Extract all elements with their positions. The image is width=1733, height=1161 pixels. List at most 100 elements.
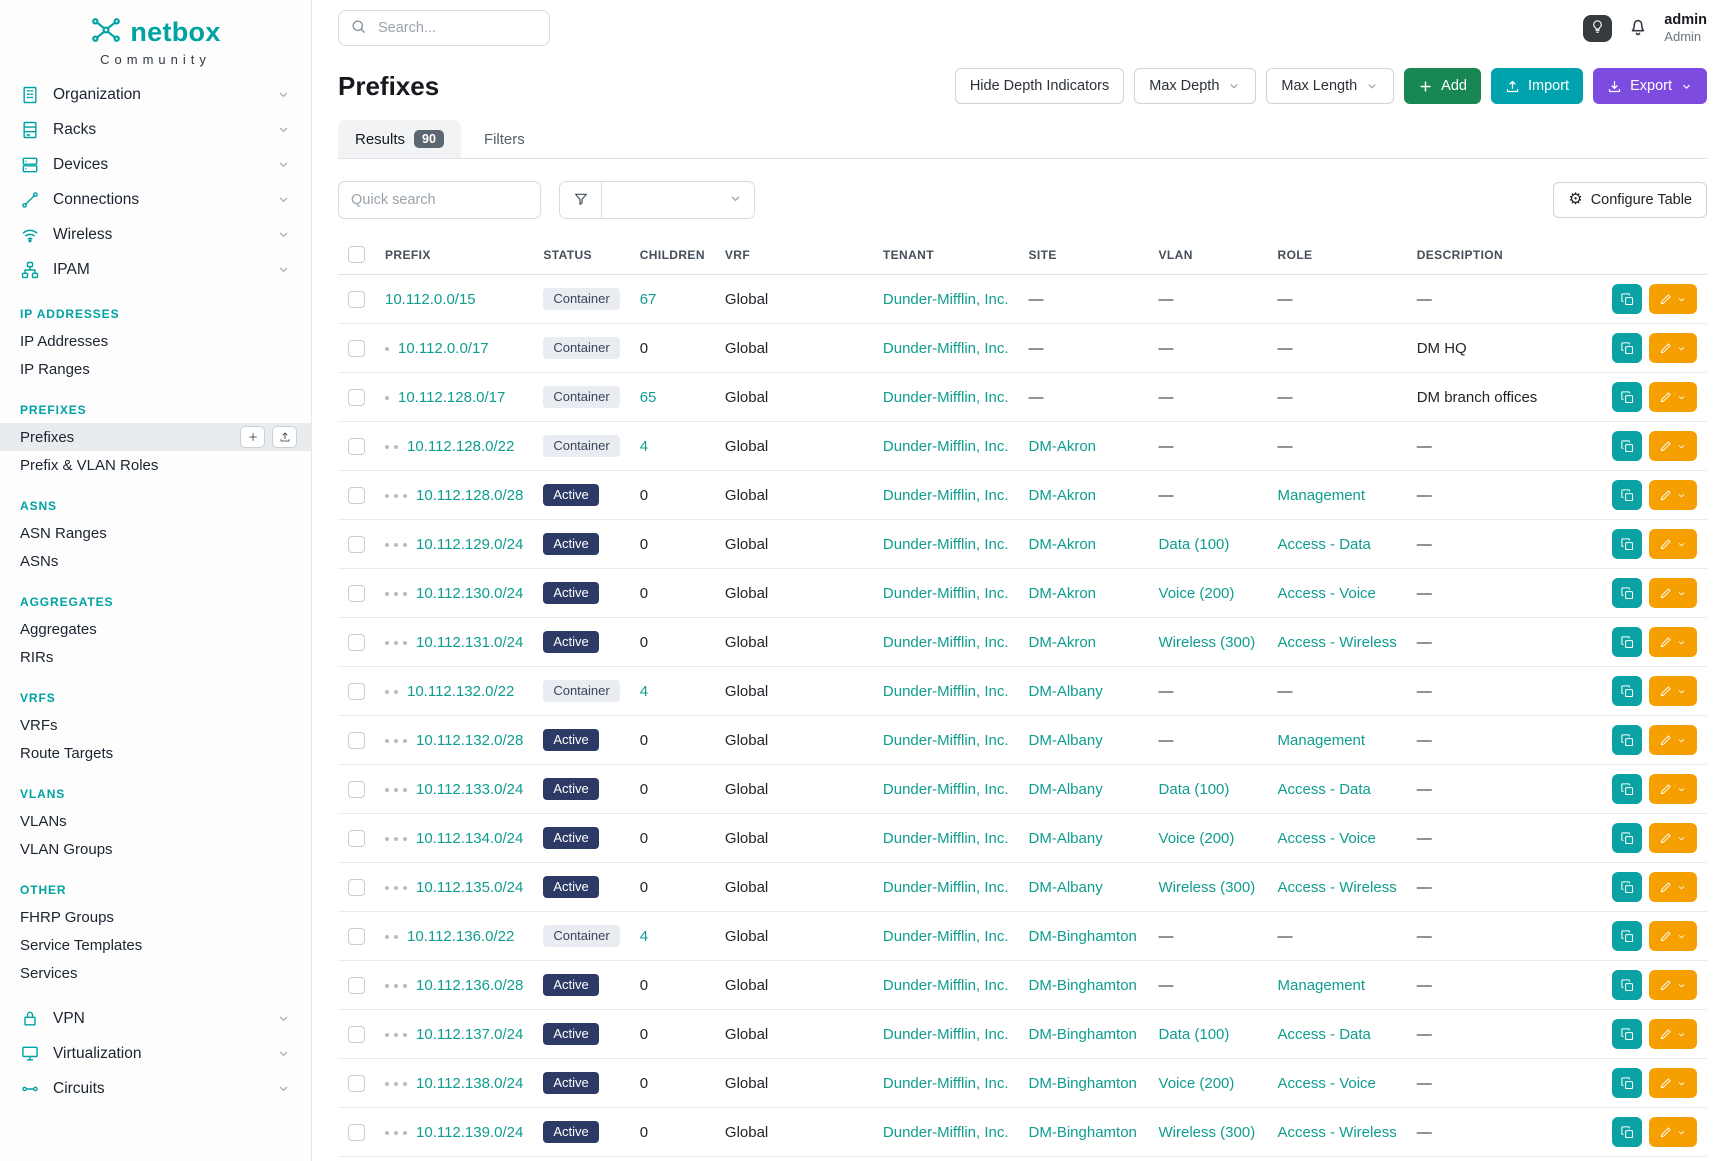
edit-button[interactable] (1649, 480, 1697, 510)
sidebar-item-organization[interactable]: Organization (0, 77, 311, 112)
site-link[interactable]: DM-Binghamton (1028, 1025, 1137, 1043)
row-checkbox[interactable] (348, 486, 365, 504)
column-header-children[interactable]: CHILDREN (629, 235, 715, 275)
site-link[interactable]: DM-Albany (1028, 682, 1103, 700)
export-button[interactable]: Export (1593, 68, 1707, 104)
clone-button[interactable] (1612, 627, 1642, 657)
prefix-link[interactable]: 10.112.136.0/22 (407, 927, 515, 945)
prefix-link[interactable]: 10.112.139.0/24 (416, 1123, 524, 1141)
row-checkbox[interactable] (348, 780, 365, 798)
edit-button[interactable] (1649, 823, 1697, 853)
role-link[interactable]: Management (1277, 976, 1366, 994)
prefix-link[interactable]: 10.112.128.0/22 (407, 437, 515, 455)
prefix-link[interactable]: 10.112.132.0/22 (407, 682, 515, 700)
user-menu[interactable]: admin Admin (1664, 11, 1707, 45)
vlan-link[interactable]: Wireless (300) (1158, 878, 1256, 896)
row-checkbox[interactable] (348, 437, 365, 455)
edit-button[interactable] (1649, 970, 1697, 1000)
sidebar-item-racks[interactable]: Racks (0, 112, 311, 147)
edit-button[interactable] (1649, 382, 1697, 412)
row-checkbox[interactable] (348, 1025, 365, 1043)
clone-button[interactable] (1612, 774, 1642, 804)
vlan-link[interactable]: Voice (200) (1158, 1074, 1235, 1092)
max-depth-button[interactable]: Max Depth (1134, 68, 1257, 104)
row-checkbox[interactable] (348, 682, 365, 700)
prefix-link[interactable]: 10.112.132.0/28 (416, 731, 524, 749)
role-link[interactable]: Access - Wireless (1277, 1123, 1397, 1141)
vlan-link[interactable]: Wireless (300) (1158, 633, 1256, 651)
edit-button[interactable] (1649, 529, 1697, 559)
prefix-link[interactable]: 10.112.137.0/24 (416, 1025, 524, 1043)
saved-filter-select[interactable] (602, 182, 754, 218)
clone-button[interactable] (1612, 921, 1642, 951)
tenant-link[interactable]: Dunder-Mifflin, Inc. (882, 437, 1009, 455)
children-link[interactable]: 4 (639, 437, 649, 455)
clone-button[interactable] (1612, 823, 1642, 853)
add-button[interactable]: Add (1404, 68, 1481, 104)
children-link[interactable]: 4 (639, 927, 649, 945)
edit-button[interactable] (1649, 578, 1697, 608)
clone-button[interactable] (1612, 529, 1642, 559)
row-checkbox[interactable] (348, 633, 365, 651)
tenant-link[interactable]: Dunder-Mifflin, Inc. (882, 780, 1009, 798)
tenant-link[interactable]: Dunder-Mifflin, Inc. (882, 535, 1009, 553)
tenant-link[interactable]: Dunder-Mifflin, Inc. (882, 339, 1009, 357)
sidebar-item-prefixes[interactable]: Prefixes (0, 423, 311, 451)
sidebar-import-button[interactable] (272, 426, 297, 448)
tenant-link[interactable]: Dunder-Mifflin, Inc. (882, 731, 1009, 749)
role-link[interactable]: Management (1277, 486, 1366, 504)
vlan-link[interactable]: Wireless (300) (1158, 1123, 1256, 1141)
sidebar-item-rirs[interactable]: RIRs (0, 643, 311, 671)
row-checkbox[interactable] (348, 584, 365, 602)
tenant-link[interactable]: Dunder-Mifflin, Inc. (882, 1123, 1009, 1141)
edit-button[interactable] (1649, 431, 1697, 461)
role-link[interactable]: Access - Wireless (1277, 633, 1397, 651)
prefix-link[interactable]: 10.112.128.0/28 (416, 486, 524, 504)
tenant-link[interactable]: Dunder-Mifflin, Inc. (882, 976, 1009, 994)
prefix-link[interactable]: 10.112.138.0/24 (416, 1074, 524, 1092)
column-header-role[interactable]: ROLE (1267, 235, 1407, 275)
tenant-link[interactable]: Dunder-Mifflin, Inc. (882, 927, 1009, 945)
prefix-link[interactable]: 10.112.129.0/24 (416, 535, 524, 553)
sidebar-item-ipam[interactable]: IPAM (0, 252, 311, 287)
column-header-tenant[interactable]: TENANT (872, 235, 1019, 275)
clone-button[interactable] (1612, 333, 1642, 363)
site-link[interactable]: DM-Albany (1028, 829, 1103, 847)
clone-button[interactable] (1612, 872, 1642, 902)
quick-search-input[interactable] (338, 181, 541, 219)
row-checkbox[interactable] (348, 731, 365, 749)
max-length-button[interactable]: Max Length (1266, 68, 1395, 104)
role-link[interactable]: Access - Wireless (1277, 878, 1397, 896)
sidebar-item-vpn[interactable]: VPN (0, 1001, 311, 1036)
edit-button[interactable] (1649, 676, 1697, 706)
sidebar-item-aggregates[interactable]: Aggregates (0, 615, 311, 643)
clone-button[interactable] (1612, 970, 1642, 1000)
row-checkbox[interactable] (348, 535, 365, 553)
sidebar-item-vlans[interactable]: VLANs (0, 807, 311, 835)
role-link[interactable]: Access - Data (1277, 780, 1371, 798)
site-link[interactable]: DM-Akron (1028, 633, 1097, 651)
clone-button[interactable] (1612, 284, 1642, 314)
vlan-link[interactable]: Data (100) (1158, 780, 1230, 798)
tenant-link[interactable]: Dunder-Mifflin, Inc. (882, 1074, 1009, 1092)
clone-button[interactable] (1612, 382, 1642, 412)
row-checkbox[interactable] (348, 339, 365, 357)
clone-button[interactable] (1612, 1068, 1642, 1098)
sidebar-item-asn-ranges[interactable]: ASN Ranges (0, 519, 311, 547)
site-link[interactable]: DM-Albany (1028, 780, 1103, 798)
clone-button[interactable] (1612, 480, 1642, 510)
site-link[interactable]: DM-Binghamton (1028, 1074, 1137, 1092)
filter-button[interactable] (560, 182, 602, 218)
clone-button[interactable] (1612, 1117, 1642, 1147)
vlan-link[interactable]: Data (100) (1158, 535, 1230, 553)
column-header-prefix[interactable]: PREFIX (375, 235, 534, 275)
clone-button[interactable] (1612, 431, 1642, 461)
sidebar-item-asns[interactable]: ASNs (0, 547, 311, 575)
edit-button[interactable] (1649, 284, 1697, 314)
tab-filters[interactable]: Filters (467, 120, 542, 158)
hide-depth-indicators-button[interactable]: Hide Depth Indicators (954, 68, 1125, 104)
clone-button[interactable] (1612, 578, 1642, 608)
prefix-link[interactable]: 10.112.136.0/28 (416, 976, 524, 994)
column-header-vlan[interactable]: VLAN (1148, 235, 1268, 275)
role-link[interactable]: Access - Data (1277, 1025, 1371, 1043)
